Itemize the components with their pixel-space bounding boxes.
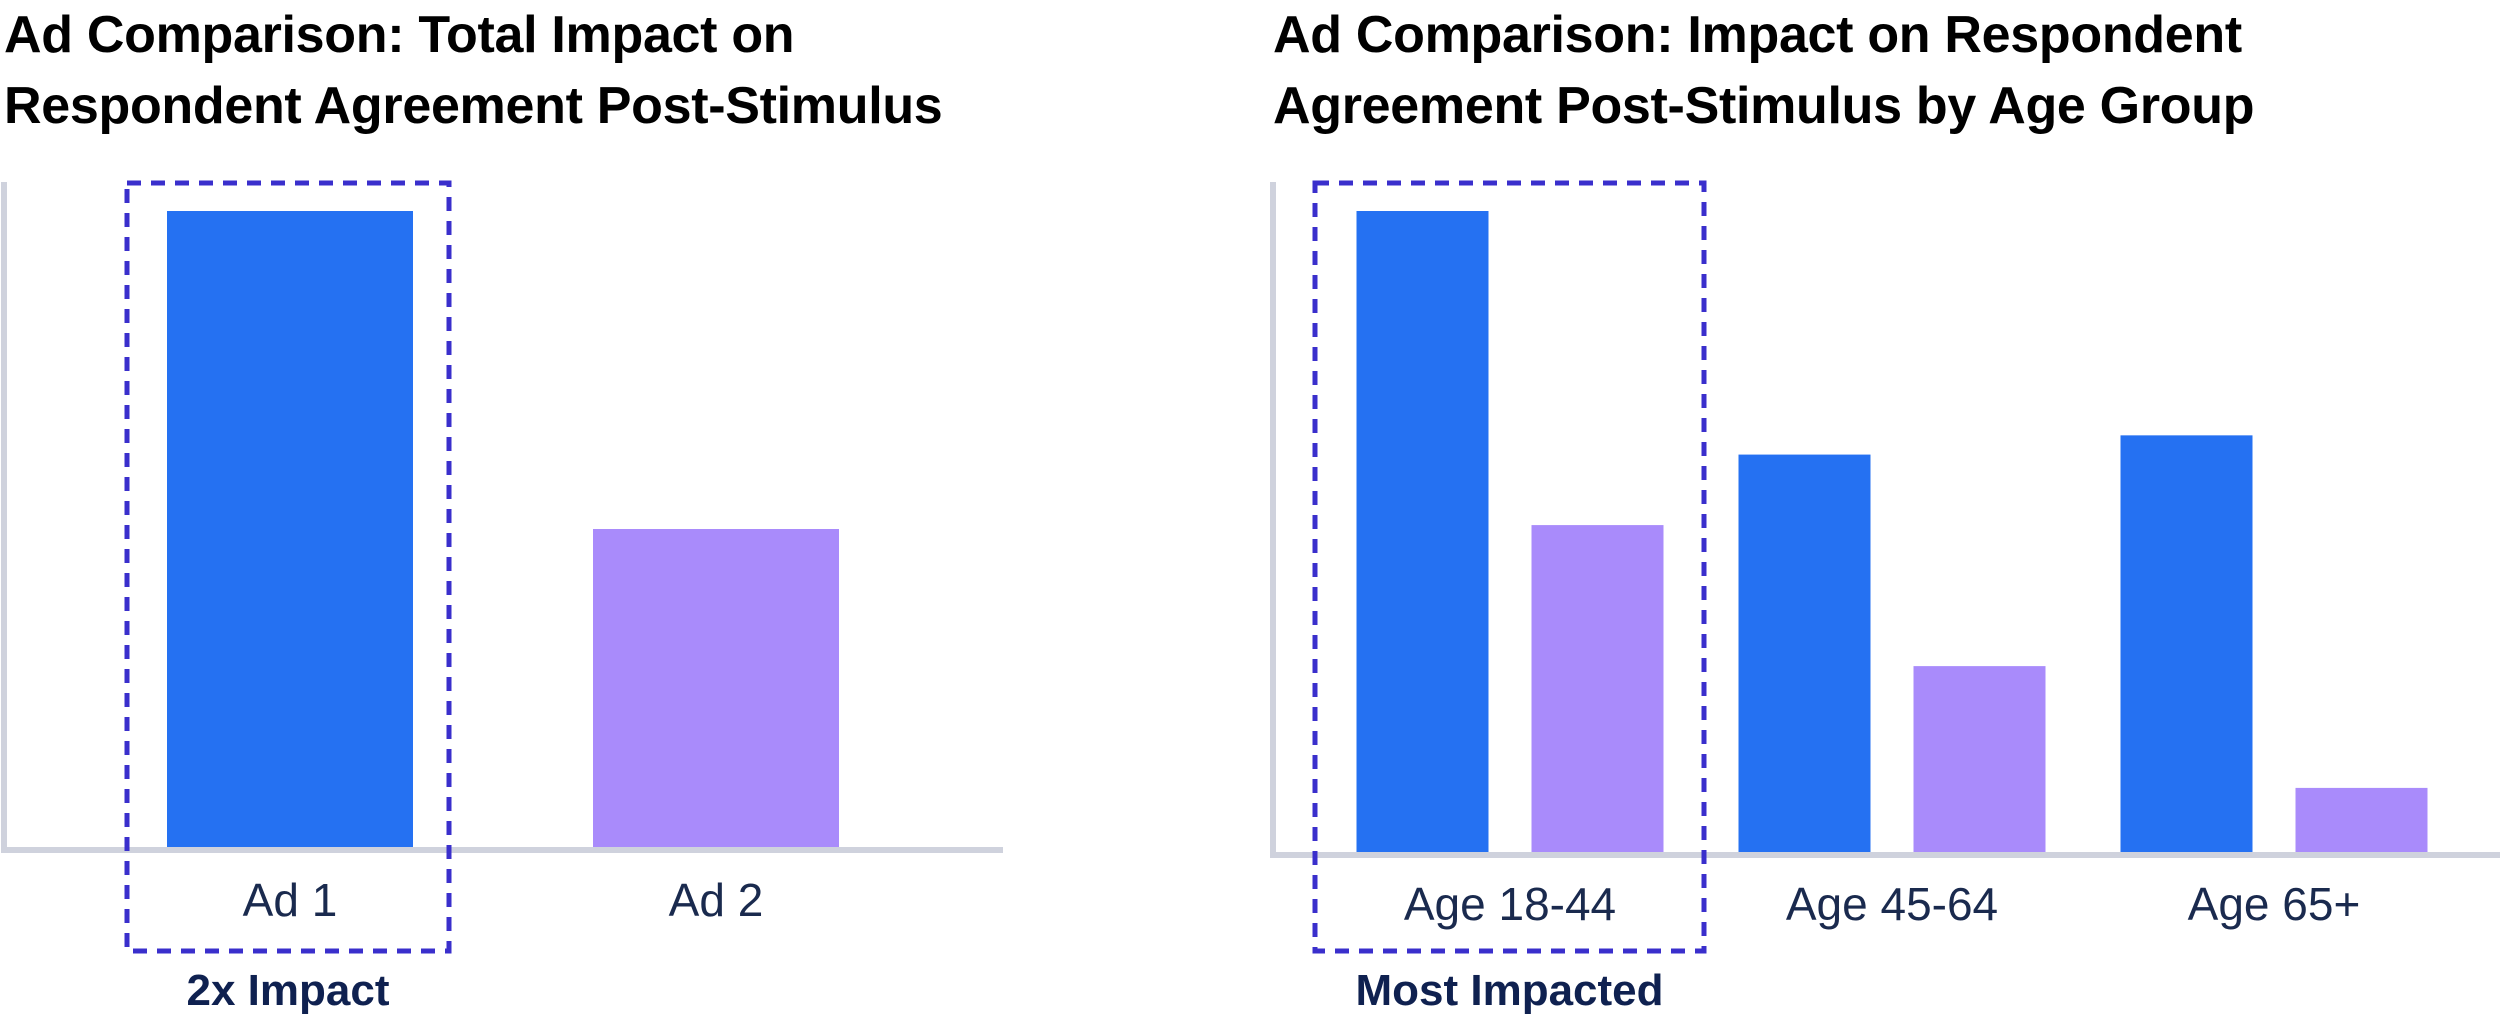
x-tick-label: Age 65+ [2188,878,2361,930]
highlight-box [1312,180,1707,954]
bar-series1-3 [2120,435,2253,852]
highlight-callout-label: 2x Impact [187,966,390,1015]
bar-series1-1 [1356,211,1489,852]
highlight-box [124,180,452,954]
bar-series2-1 [1531,525,1664,852]
x-tick-label: Ad 2 [669,874,764,926]
x-tick-label: Ad 1 [243,874,338,926]
chart-title-left: Ad Comparison: Total Impact on Responden… [4,6,943,135]
bar-series2-2 [1913,666,2046,852]
x-tick-label: Age 45-64 [1786,878,1998,930]
chart-title-right: Ad Comparison: Impact on Respondent Agre… [1273,6,2255,135]
bar-series1-2 [1738,454,1871,852]
bar-ad-1 [167,211,413,847]
x-tick-label: Age 18-44 [1404,878,1616,930]
bar-ad-2 [593,529,839,847]
highlight-callout-label: Most Impacted [1355,966,1663,1015]
bar-series2-3 [2295,787,2428,852]
